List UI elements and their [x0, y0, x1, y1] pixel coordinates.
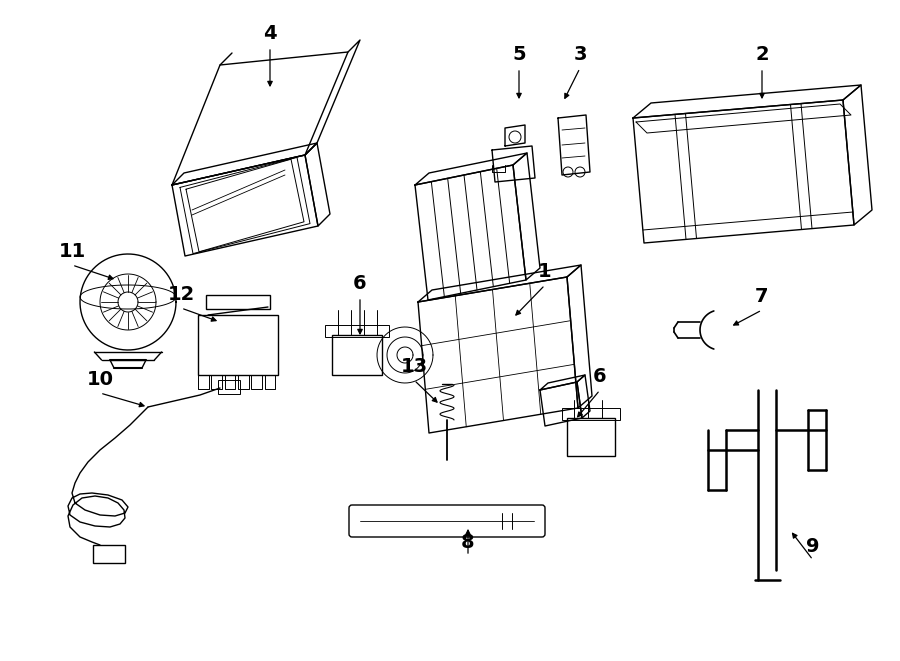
- Bar: [198, 315, 278, 375]
- Text: 10: 10: [86, 370, 113, 389]
- Text: 9: 9: [806, 537, 820, 556]
- Text: 4: 4: [263, 24, 277, 43]
- Text: 8: 8: [461, 533, 475, 552]
- Bar: [332, 335, 382, 375]
- Text: 6: 6: [593, 367, 607, 386]
- Text: 5: 5: [512, 45, 526, 64]
- Text: 6: 6: [353, 274, 367, 293]
- Bar: [218, 380, 240, 394]
- Text: 13: 13: [400, 357, 428, 376]
- Bar: [325, 325, 389, 337]
- Text: 1: 1: [538, 262, 552, 281]
- Text: 12: 12: [167, 285, 194, 304]
- Text: 2: 2: [755, 45, 769, 64]
- Bar: [567, 418, 615, 456]
- Bar: [206, 295, 270, 309]
- Bar: [93, 545, 125, 563]
- Text: 7: 7: [755, 287, 769, 306]
- Text: 11: 11: [58, 242, 86, 261]
- Text: 3: 3: [573, 45, 587, 64]
- Bar: [562, 408, 620, 420]
